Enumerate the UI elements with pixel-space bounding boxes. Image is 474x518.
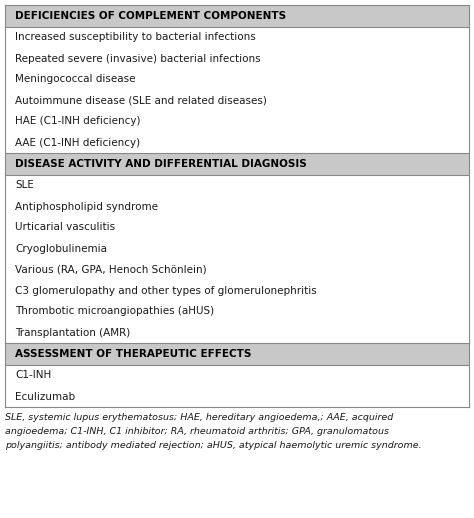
Bar [5,238,469,259]
Bar [5,196,469,217]
Text: SLE: SLE [16,180,34,191]
Text: Cryoglobulinemia: Cryoglobulinemia [16,243,108,253]
Text: HAE (C1-INH deficiency): HAE (C1-INH deficiency) [16,117,141,126]
Text: polyangiitis; antibody mediated rejection; aHUS, atypical haemolytic uremic synd: polyangiitis; antibody mediated rejectio… [5,441,422,450]
Text: Thrombotic microangiopathies (aHUS): Thrombotic microangiopathies (aHUS) [16,307,215,316]
Text: C3 glomerulopathy and other types of glomerulonephritis: C3 glomerulopathy and other types of glo… [16,285,317,295]
Text: DEFICIENCIES OF COMPLEMENT COMPONENTS: DEFICIENCIES OF COMPLEMENT COMPONENTS [16,11,287,21]
Text: C1-INH: C1-INH [16,370,52,381]
Bar [5,386,469,407]
Bar [5,132,469,153]
Bar [5,280,469,301]
Bar [5,27,469,48]
Bar [5,259,469,280]
Bar [5,217,469,238]
Text: angioedema; C1-INH, C1 inhibitor; RA, rheumatoid arthritis; GPA, granulomatous: angioedema; C1-INH, C1 inhibitor; RA, rh… [5,427,389,436]
Text: Autoimmune disease (SLE and related diseases): Autoimmune disease (SLE and related dise… [16,95,267,106]
Bar [5,301,469,322]
Text: ASSESSMENT OF THERAPEUTIC EFFECTS: ASSESSMENT OF THERAPEUTIC EFFECTS [16,349,252,359]
Bar [5,48,469,69]
Text: SLE, systemic lupus erythematosus; HAE, hereditary angioedema,; AAE, acquired: SLE, systemic lupus erythematosus; HAE, … [5,413,393,422]
Text: Eculizumab: Eculizumab [16,392,75,401]
Bar [5,365,469,386]
Text: Increased susceptibility to bacterial infections: Increased susceptibility to bacterial in… [16,33,256,42]
Bar [5,90,469,111]
Text: Various (RA, GPA, Henoch Schönlein): Various (RA, GPA, Henoch Schönlein) [16,265,207,275]
Text: Repeated severe (invasive) bacterial infections: Repeated severe (invasive) bacterial inf… [16,53,261,64]
Bar [5,175,469,196]
Text: DISEASE ACTIVITY AND DIFFERENTIAL DIAGNOSIS: DISEASE ACTIVITY AND DIFFERENTIAL DIAGNO… [16,159,307,169]
Bar [5,69,469,90]
Bar [5,153,469,175]
Bar [5,111,469,132]
Bar [5,343,469,365]
Bar [5,322,469,343]
Text: Transplantation (AMR): Transplantation (AMR) [16,327,131,338]
Bar [5,5,469,27]
Text: Antiphospholipid syndrome: Antiphospholipid syndrome [16,202,158,211]
Text: AAE (C1-INH deficiency): AAE (C1-INH deficiency) [16,137,141,148]
Text: Urticarial vasculitis: Urticarial vasculitis [16,223,116,233]
Text: Meningococcal disease: Meningococcal disease [16,75,136,84]
